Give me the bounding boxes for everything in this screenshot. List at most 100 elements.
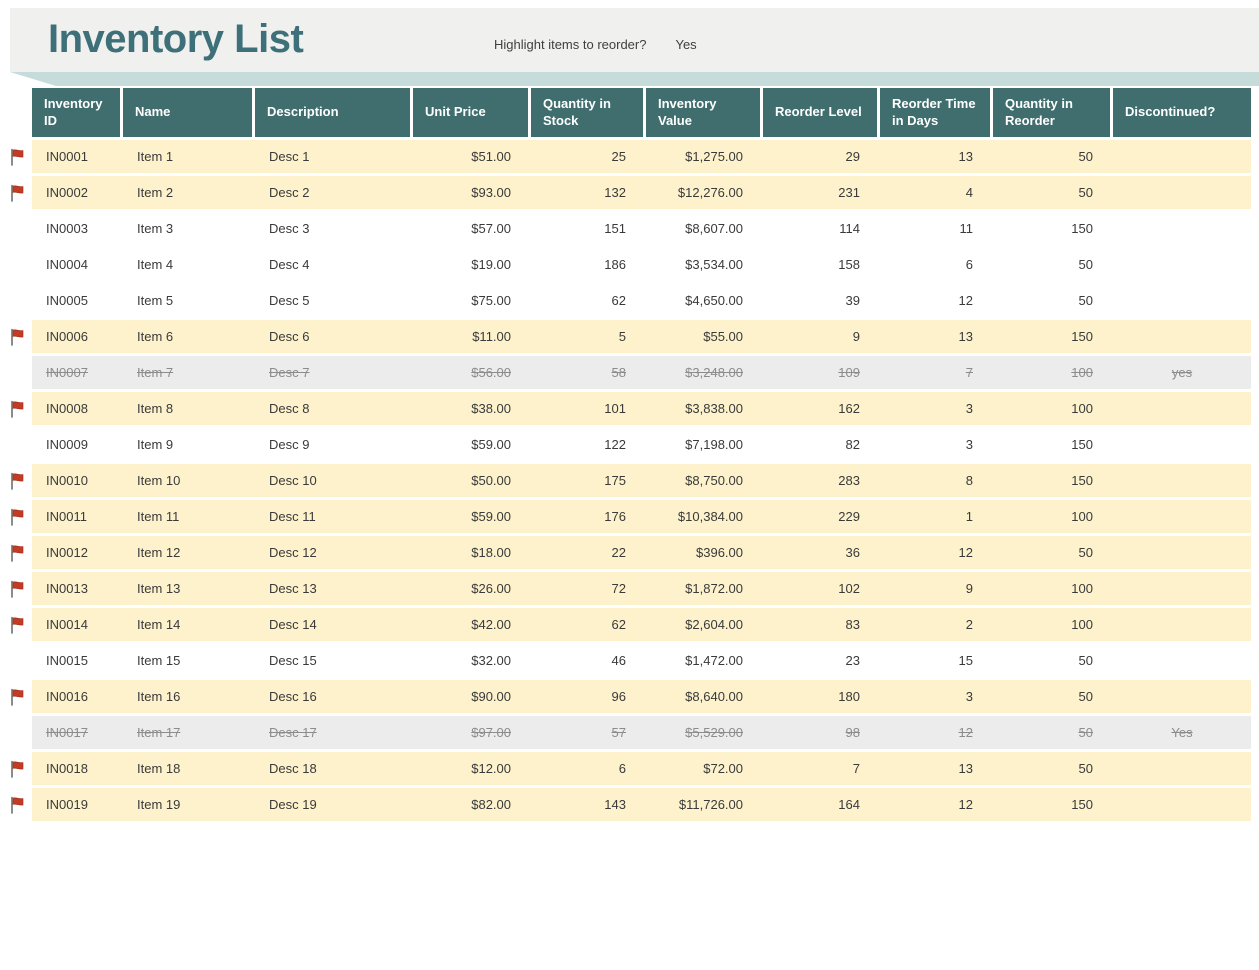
cell-price[interactable]: $38.00 xyxy=(471,401,511,416)
cell-discontinued[interactable] xyxy=(1113,248,1251,281)
cell-id[interactable]: IN0010 xyxy=(46,473,88,488)
cell-reorder_time[interactable]: 3 xyxy=(965,401,973,416)
cell-discontinued[interactable] xyxy=(1113,536,1251,569)
cell-desc[interactable]: Desc 1 xyxy=(269,149,310,164)
cell-reorder_level[interactable]: 229 xyxy=(838,509,860,524)
cell-discontinued[interactable] xyxy=(1113,428,1251,461)
cell-id[interactable]: IN0005 xyxy=(46,293,88,308)
cell-name[interactable]: Item 10 xyxy=(137,473,181,488)
cell-price[interactable]: $12.00 xyxy=(471,761,511,776)
cell-price[interactable]: $11.00 xyxy=(472,329,511,344)
cell-name[interactable]: Item 16 xyxy=(137,689,181,704)
cell-qty_reorder[interactable]: 50 xyxy=(1078,761,1093,776)
cell-value[interactable]: $396.00 xyxy=(696,545,743,560)
cell-qty_reorder[interactable]: 100 xyxy=(1071,401,1093,416)
cell-price[interactable]: $18.00 xyxy=(471,545,511,560)
cell-qty[interactable]: 132 xyxy=(604,185,626,200)
cell-qty[interactable]: 96 xyxy=(611,689,626,704)
cell-name[interactable]: Item 1 xyxy=(137,149,174,164)
cell-reorder_level[interactable]: 283 xyxy=(838,473,860,488)
cell-reorder_level[interactable]: 109 xyxy=(838,365,860,380)
cell-id[interactable]: IN0009 xyxy=(46,437,88,452)
cell-name[interactable]: Item 14 xyxy=(137,617,181,632)
cell-qty_reorder[interactable]: 50 xyxy=(1078,545,1093,560)
cell-price[interactable]: $57.00 xyxy=(471,221,511,236)
cell-qty_reorder[interactable]: 50 xyxy=(1078,293,1093,308)
cell-desc[interactable]: Desc 9 xyxy=(269,437,310,452)
column-header-price[interactable]: Unit Price xyxy=(413,88,528,137)
cell-discontinued[interactable] xyxy=(1113,212,1251,245)
cell-name[interactable]: Item 3 xyxy=(137,221,174,236)
cell-desc[interactable]: Desc 8 xyxy=(269,401,310,416)
cell-reorder_time[interactable]: 11 xyxy=(959,221,974,236)
cell-desc[interactable]: Desc 19 xyxy=(269,797,317,812)
cell-name[interactable]: Item 18 xyxy=(137,761,181,776)
cell-reorder_level[interactable]: 98 xyxy=(845,725,860,740)
cell-price[interactable]: $32.00 xyxy=(471,653,511,668)
cell-reorder_level[interactable]: 164 xyxy=(838,797,860,812)
cell-qty_reorder[interactable]: 50 xyxy=(1078,653,1093,668)
cell-desc[interactable]: Desc 6 xyxy=(269,329,310,344)
cell-qty_reorder[interactable]: 50 xyxy=(1078,149,1093,164)
cell-discontinued[interactable] xyxy=(1113,176,1251,209)
cell-reorder_time[interactable]: 3 xyxy=(965,437,973,452)
cell-name[interactable]: Item 17 xyxy=(137,725,181,740)
cell-price[interactable]: $75.00 xyxy=(471,293,511,308)
cell-value[interactable]: $1,472.00 xyxy=(685,653,743,668)
column-header-id[interactable]: Inventory ID xyxy=(32,88,120,137)
column-header-desc[interactable]: Description xyxy=(255,88,410,137)
cell-discontinued[interactable] xyxy=(1113,500,1251,533)
cell-discontinued[interactable] xyxy=(1113,320,1251,353)
cell-qty[interactable]: 57 xyxy=(611,725,626,740)
cell-desc[interactable]: Desc 11 xyxy=(269,509,316,524)
cell-id[interactable]: IN0001 xyxy=(46,149,88,164)
cell-id[interactable]: IN0003 xyxy=(46,221,88,236)
cell-reorder_time[interactable]: 13 xyxy=(958,329,973,344)
cell-value[interactable]: $4,650.00 xyxy=(685,293,743,308)
cell-discontinued[interactable] xyxy=(1113,572,1251,605)
cell-id[interactable]: IN0012 xyxy=(46,545,88,560)
cell-id[interactable]: IN0007 xyxy=(46,365,88,380)
column-header-discontinued[interactable]: Discontinued? xyxy=(1113,88,1251,137)
cell-qty_reorder[interactable]: 100 xyxy=(1071,365,1093,380)
cell-name[interactable]: Item 7 xyxy=(137,365,174,380)
cell-name[interactable]: Item 13 xyxy=(137,581,181,596)
cell-qty[interactable]: 46 xyxy=(611,653,626,668)
cell-qty_reorder[interactable]: 150 xyxy=(1071,473,1093,488)
cell-reorder_level[interactable]: 102 xyxy=(838,581,860,596)
cell-reorder_level[interactable]: 29 xyxy=(845,149,860,164)
cell-reorder_time[interactable]: 12 xyxy=(958,293,973,308)
cell-discontinued[interactable] xyxy=(1113,392,1251,425)
cell-reorder_time[interactable]: 4 xyxy=(965,185,973,200)
cell-qty[interactable]: 22 xyxy=(611,545,626,560)
cell-price[interactable]: $90.00 xyxy=(471,689,511,704)
cell-reorder_level[interactable]: 9 xyxy=(852,329,860,344)
cell-discontinued[interactable] xyxy=(1113,464,1251,497)
cell-qty[interactable]: 176 xyxy=(604,509,626,524)
cell-reorder_time[interactable]: 6 xyxy=(965,257,973,272)
cell-desc[interactable]: Desc 17 xyxy=(269,725,317,740)
cell-qty_reorder[interactable]: 50 xyxy=(1078,257,1093,272)
cell-id[interactable]: IN0008 xyxy=(46,401,88,416)
highlight-answer-value[interactable]: Yes xyxy=(675,37,697,52)
cell-discontinued[interactable] xyxy=(1113,680,1251,713)
column-header-reorder_level[interactable]: Reorder Level xyxy=(763,88,877,137)
cell-price[interactable]: $59.00 xyxy=(471,509,511,524)
cell-price[interactable]: $42.00 xyxy=(471,617,511,632)
cell-qty[interactable]: 122 xyxy=(604,437,626,452)
cell-reorder_time[interactable]: 13 xyxy=(958,149,973,164)
cell-qty_reorder[interactable]: 150 xyxy=(1071,221,1093,236)
cell-qty_reorder[interactable]: 150 xyxy=(1071,797,1093,812)
cell-price[interactable]: $93.00 xyxy=(471,185,511,200)
column-header-qty_reorder[interactable]: Quantity in Reorder xyxy=(993,88,1110,137)
cell-reorder_level[interactable]: 36 xyxy=(845,545,860,560)
cell-discontinued[interactable] xyxy=(1113,140,1251,173)
cell-name[interactable]: Item 8 xyxy=(137,401,174,416)
cell-qty[interactable]: 186 xyxy=(604,257,626,272)
cell-discontinued[interactable] xyxy=(1113,788,1251,821)
cell-reorder_level[interactable]: 7 xyxy=(852,761,860,776)
cell-desc[interactable]: Desc 5 xyxy=(269,293,310,308)
column-header-value[interactable]: Inventory Value xyxy=(646,88,760,137)
cell-reorder_level[interactable]: 23 xyxy=(845,653,860,668)
cell-id[interactable]: IN0006 xyxy=(46,329,88,344)
